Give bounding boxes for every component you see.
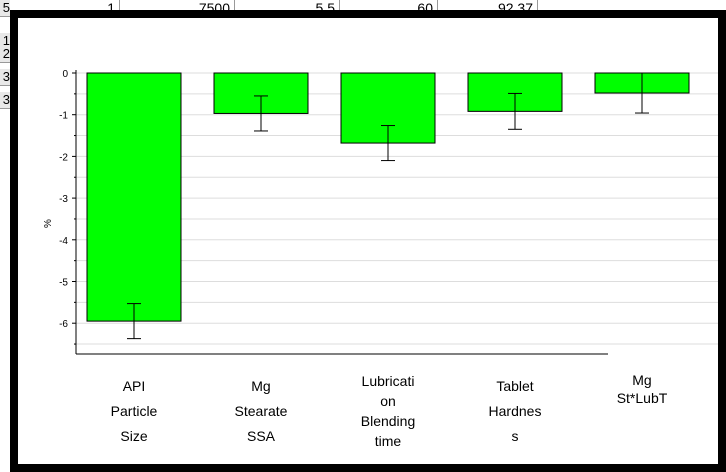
category-label-line: Lubricati	[361, 373, 415, 389]
y-tick-label: -5	[59, 278, 68, 289]
category-label: API Particle Size	[89, 374, 179, 449]
y-tick-label: -4	[59, 236, 68, 247]
category-label-line: Mg	[632, 372, 652, 388]
row-header: 3	[0, 69, 10, 86]
y-tick-label: -1	[59, 111, 68, 122]
row-header: 2	[0, 46, 10, 63]
category-label-line: Stearate	[234, 403, 288, 419]
category-label-line: on	[380, 393, 396, 409]
y-axis-label: %	[42, 219, 54, 228]
category-label-line: API	[122, 378, 146, 394]
row-header: 3	[0, 92, 10, 109]
category-label-line: s	[511, 428, 519, 444]
category-label-line: time	[374, 433, 402, 449]
error-bars	[127, 72, 649, 340]
gridlines	[76, 72, 718, 345]
bar-chart: 0 -1 -2 -3 -4 -5 -6	[59, 69, 718, 355]
chart-area: 0 -1 -2 -3 -4 -5 -6 % API Particle Size Mg Stearat…	[18, 18, 718, 464]
y-tick-label: -2	[59, 152, 68, 163]
category-label-line: Particle	[110, 403, 158, 419]
y-axis: 0 -1 -2 -3 -4 -5 -6	[59, 69, 608, 355]
category-label: Mg St*LubT	[597, 371, 687, 407]
y-tick-label: -3	[59, 194, 68, 205]
row-header: 5	[0, 0, 10, 17]
category-label: Lubricati on Blending time	[343, 371, 433, 451]
bars	[86, 72, 690, 322]
category-label: Tablet Hardnes s	[470, 374, 560, 449]
category-label-line: Mg	[251, 378, 271, 394]
category-label-line: St*LubT	[616, 390, 668, 406]
category-label-line: SSA	[246, 428, 275, 444]
category-label: Mg Stearate SSA	[216, 374, 306, 449]
category-label-line: Tablet	[496, 378, 534, 394]
category-label-line: Size	[120, 428, 148, 444]
category-label-line: Hardnes	[488, 403, 542, 419]
category-label-line: Blending	[360, 413, 416, 429]
y-tick-label: 0	[62, 69, 68, 80]
chart-window[interactable]: 0 -1 -2 -3 -4 -5 -6 % API Particle Size Mg Stearat…	[10, 10, 726, 472]
bar	[86, 72, 182, 322]
y-tick-label: -6	[59, 319, 68, 330]
